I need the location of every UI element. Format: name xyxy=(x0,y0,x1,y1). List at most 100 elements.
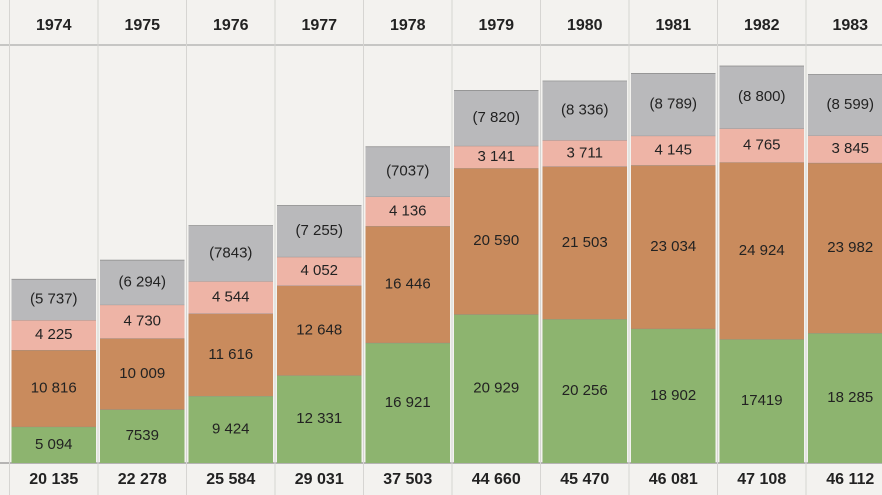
value-label: 4 765 xyxy=(743,136,781,153)
value-label: 9 424 xyxy=(212,421,250,438)
bar-segment xyxy=(808,135,882,163)
value-label: 12 331 xyxy=(296,410,342,427)
x-tick-label: 1978 xyxy=(390,17,426,34)
total-label: 45 470 xyxy=(560,471,609,488)
bar-segment xyxy=(11,426,96,463)
value-label: 4 225 xyxy=(35,326,73,343)
value-label: 17419 xyxy=(741,392,783,409)
value-label: 4 052 xyxy=(300,262,338,279)
total-label: 25 584 xyxy=(206,471,255,488)
value-label: 11 616 xyxy=(208,346,253,363)
x-tick-label: 1982 xyxy=(744,17,780,34)
value-label: 16 446 xyxy=(385,275,431,292)
bar-segment xyxy=(808,74,882,136)
value-label: 4 145 xyxy=(654,141,692,158)
value-label: 12 648 xyxy=(296,322,342,339)
value-label: 21 503 xyxy=(562,234,608,251)
value-label: (8 336) xyxy=(561,101,609,118)
value-label: 4 730 xyxy=(123,313,161,330)
value-label: (5 737) xyxy=(30,291,78,308)
value-label: 20 256 xyxy=(562,382,608,399)
bar-segment xyxy=(277,205,362,257)
bar-segment xyxy=(188,225,273,282)
bar-segment xyxy=(631,328,716,463)
value-label: 10 009 xyxy=(119,365,165,382)
value-label: 4 136 xyxy=(389,202,427,219)
bar-segment xyxy=(719,339,804,463)
value-label: (8 789) xyxy=(649,96,697,113)
bar-segment xyxy=(631,73,716,136)
bar-segment xyxy=(100,338,185,410)
value-label: (6 294) xyxy=(118,273,166,290)
value-label: (8 599) xyxy=(826,96,874,113)
bar-segment xyxy=(11,320,96,351)
bar-segment xyxy=(277,375,362,463)
bar-segment xyxy=(188,281,273,314)
value-label: 18 285 xyxy=(827,389,873,406)
bar-segment xyxy=(542,80,627,141)
value-label: 24 924 xyxy=(739,242,785,259)
total-label: 47 108 xyxy=(737,471,786,488)
value-label: 10 816 xyxy=(31,379,77,396)
total-label: 46 081 xyxy=(649,471,698,488)
bar-segment xyxy=(542,319,627,463)
value-label: 5 094 xyxy=(35,436,73,453)
total-label: 44 660 xyxy=(472,471,521,488)
value-label: (8 800) xyxy=(738,88,786,105)
bar-segment xyxy=(188,396,273,463)
bar-segment xyxy=(454,168,539,315)
total-label: 37 503 xyxy=(383,471,432,488)
value-label: 18 902 xyxy=(650,387,696,404)
x-tick-label: 1979 xyxy=(478,17,514,34)
total-label: 46 112 xyxy=(826,471,874,488)
bar-segment xyxy=(719,128,804,163)
bar-segment xyxy=(542,140,627,167)
bar-segment xyxy=(365,196,450,227)
value-label: 4 544 xyxy=(212,288,250,305)
x-tick-label: 1983 xyxy=(832,17,868,34)
bar-segment xyxy=(365,342,450,463)
x-tick-label: 1975 xyxy=(124,17,160,34)
bar-segment xyxy=(277,285,362,376)
bar-segment xyxy=(188,313,273,397)
bar-segment xyxy=(365,146,450,197)
value-label: 3 141 xyxy=(477,148,515,165)
x-tick-label: 1981 xyxy=(655,17,691,34)
bar-segment xyxy=(11,350,96,427)
bar-segment xyxy=(454,90,539,146)
value-label: 20 929 xyxy=(473,380,519,397)
total-label: 20 135 xyxy=(29,471,78,488)
bar-segment xyxy=(11,279,96,321)
bar-segment xyxy=(100,304,185,339)
bar-segment xyxy=(100,409,185,463)
value-label: 7539 xyxy=(126,427,159,444)
bar-segment xyxy=(719,66,804,129)
bar-segment xyxy=(277,256,362,286)
bar-segment xyxy=(631,165,716,329)
x-tick-label: 1980 xyxy=(567,17,603,34)
bar-segment xyxy=(808,333,882,463)
bar-segment xyxy=(808,162,882,334)
x-tick-label: 1974 xyxy=(36,17,72,34)
value-label: 23 034 xyxy=(650,238,696,255)
bar-segment xyxy=(454,145,539,169)
total-label: 29 031 xyxy=(295,471,344,488)
bar-segment xyxy=(100,260,185,305)
value-label: 3 845 xyxy=(831,140,869,157)
value-label: (7843) xyxy=(209,244,252,261)
x-tick-label: 1976 xyxy=(213,17,249,34)
bar-segment xyxy=(454,314,539,463)
bar-segment xyxy=(542,166,627,320)
value-label: (7037) xyxy=(386,163,429,180)
value-label: 3 711 xyxy=(567,144,603,161)
value-label: 20 590 xyxy=(473,232,519,249)
bar-segment xyxy=(719,162,804,340)
value-label: (7 255) xyxy=(295,222,343,239)
value-label: 23 982 xyxy=(827,239,873,256)
total-label: 22 278 xyxy=(118,471,167,488)
value-label: 16 921 xyxy=(385,394,431,411)
bar-segment xyxy=(365,226,450,343)
bar-segment xyxy=(631,135,716,166)
